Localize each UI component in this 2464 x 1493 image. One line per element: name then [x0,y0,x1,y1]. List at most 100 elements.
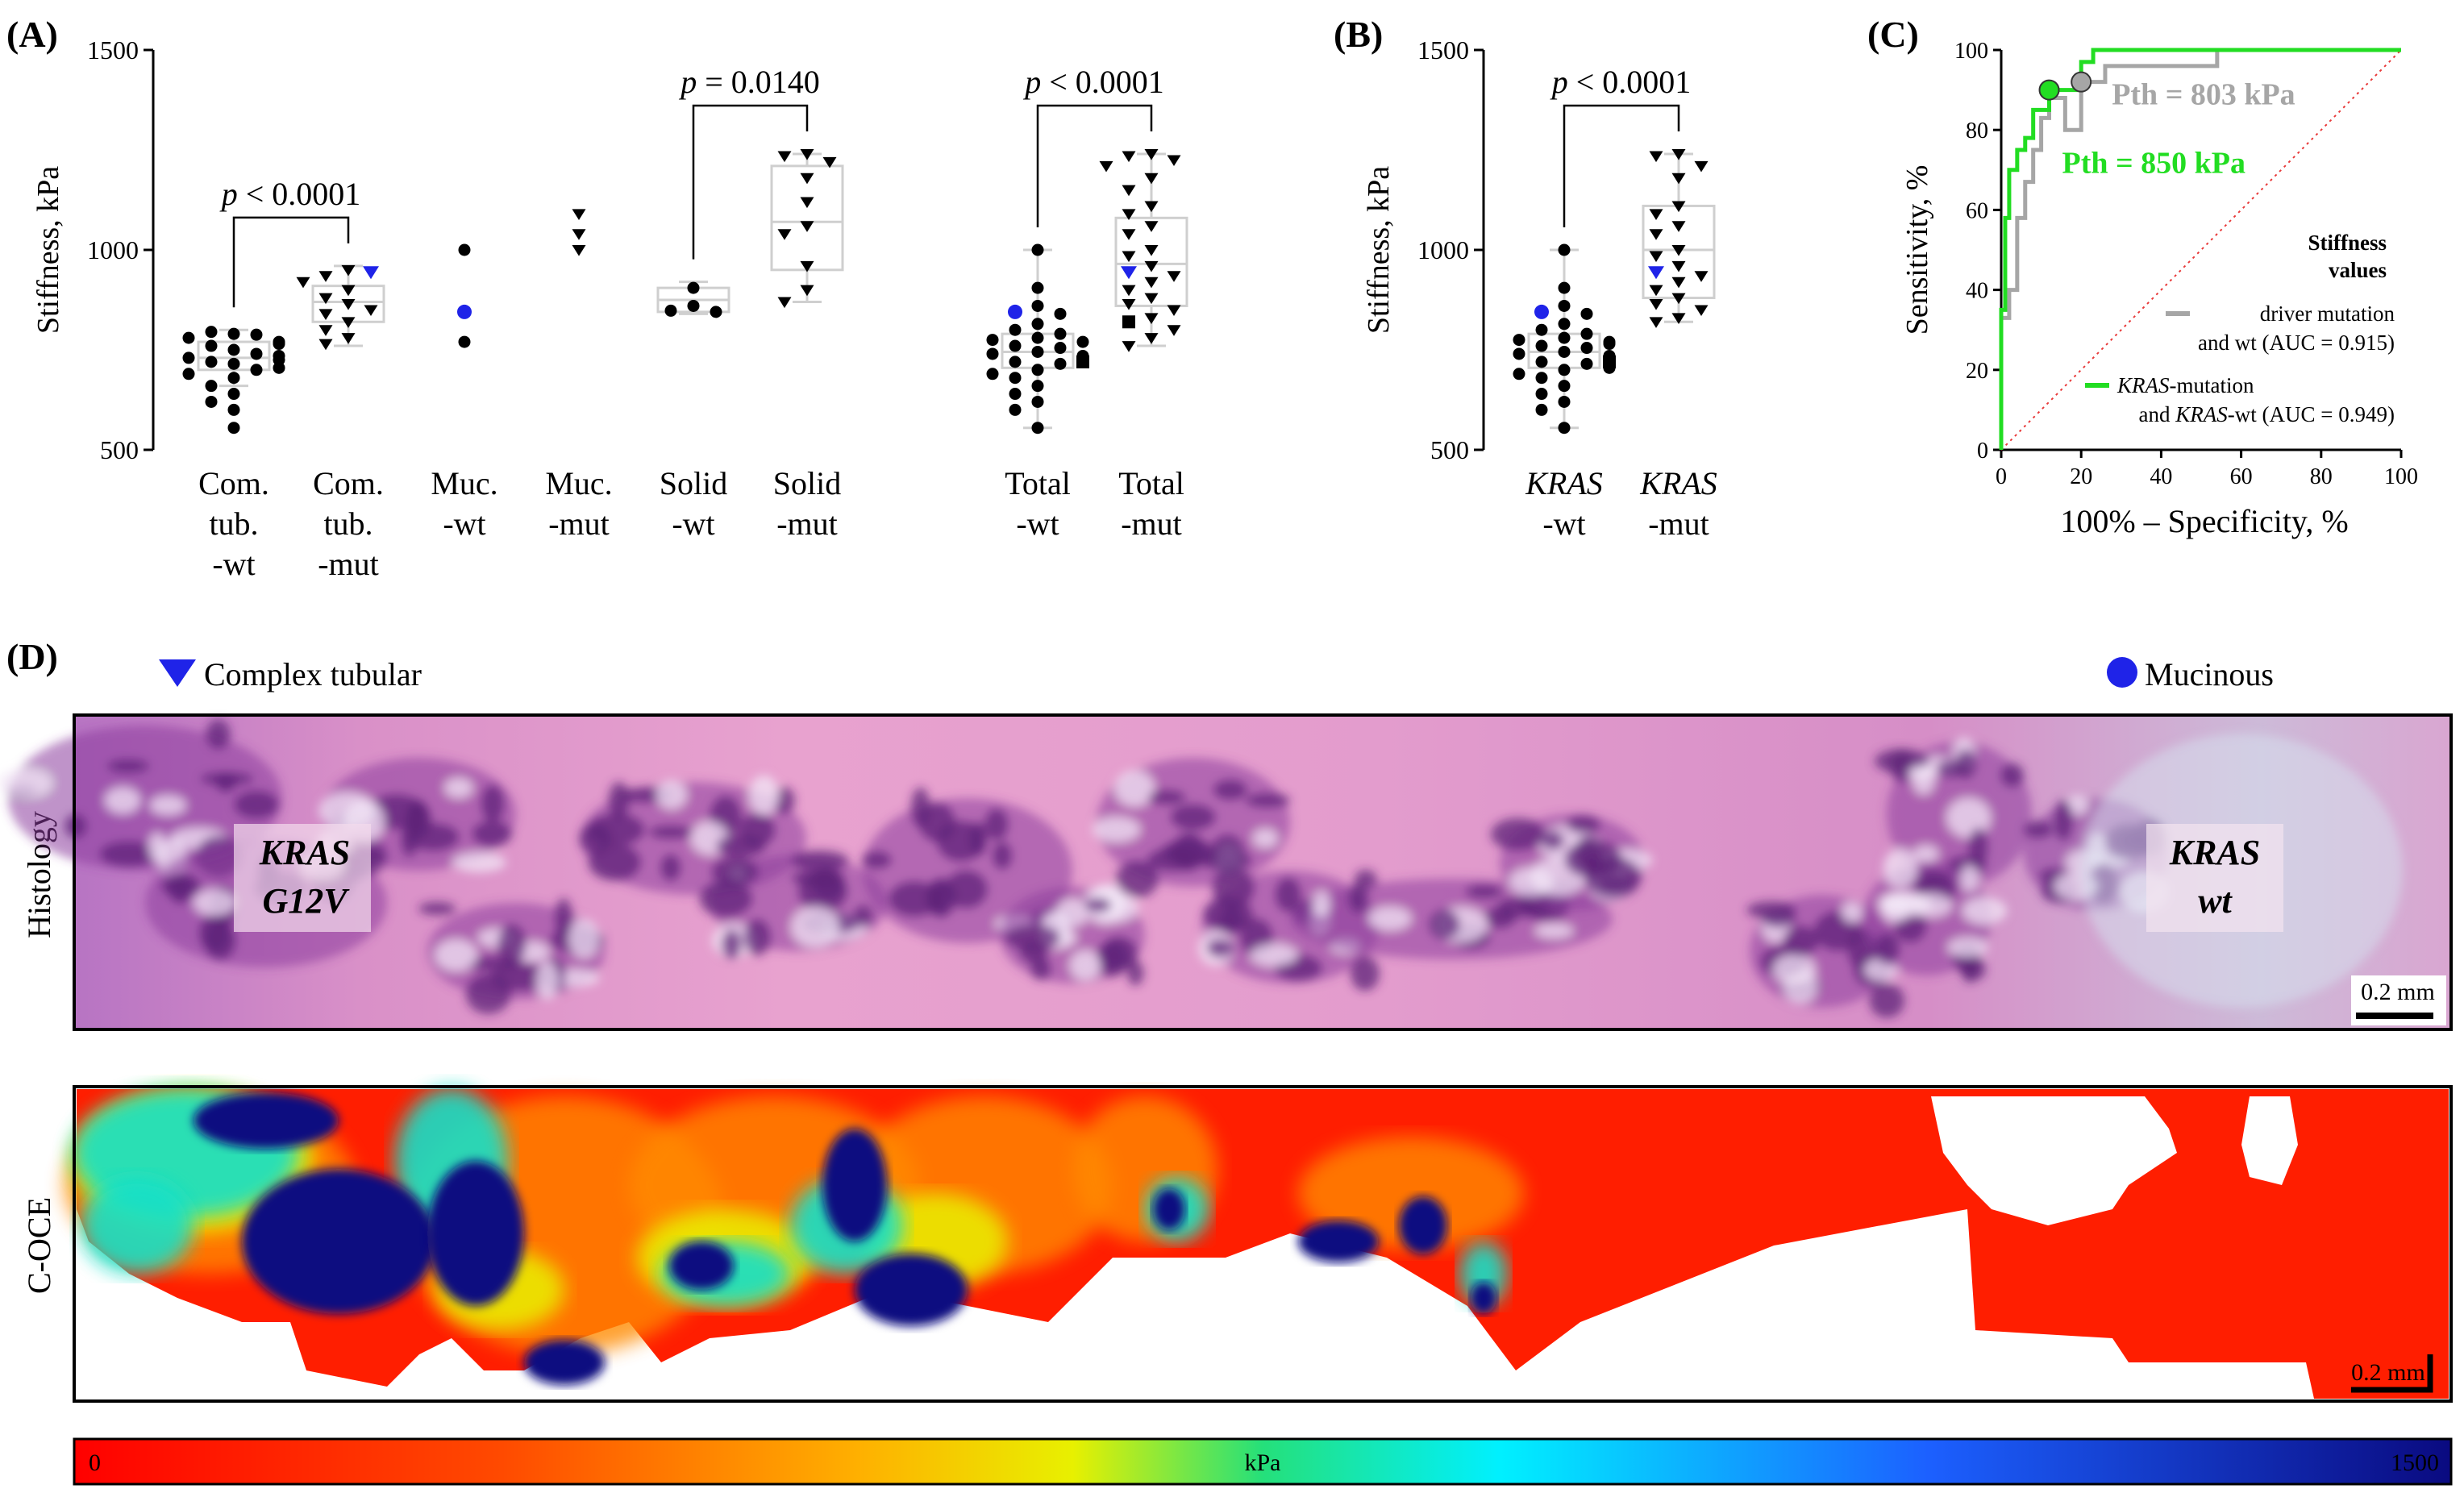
data-point [1671,277,1686,289]
panel-label-c: (C) [1867,14,1919,55]
p-value-label: p = 0.0140 [678,64,820,100]
tissue-cell [194,889,236,916]
data-point [1122,285,1136,297]
tissue-cell [199,913,230,952]
x-group-label: -wt [212,546,255,582]
tissue-cell [104,787,141,814]
tissue-cell [1313,891,1330,917]
tissue-cell [1114,770,1155,807]
legend-complex-tubular: Complex tubular [204,656,422,692]
heat-blue [822,1129,887,1241]
data-point [227,403,240,416]
scalebar-1 [2356,1013,2433,1019]
tissue-cell [660,854,681,881]
data-point [986,368,999,381]
data-point [986,334,999,347]
bracket-line [1563,104,1680,227]
tissue-cell [1746,901,1796,919]
x-group-label: tub. [323,505,373,542]
data-point [1076,349,1089,362]
data-point [363,266,379,280]
tissue-cell [1219,908,1243,934]
tissue-cell [497,924,527,965]
heat-cyan [1459,1241,1508,1306]
tissue-cell [1147,790,1186,805]
tissue-cell [1351,956,1380,992]
data-point [273,349,285,362]
tissue-cell [1070,950,1101,981]
significance-bracket: p = 0.0140 [678,64,820,260]
data-point [1671,260,1686,272]
data-point [1009,356,1022,368]
roc-y-tick-label: 80 [1966,119,1988,143]
tissue-cell [711,857,759,886]
data-point [1009,323,1022,336]
data-point [1558,318,1571,331]
complex-tubular-triangle-icon [159,659,196,687]
tissue-cell [1162,839,1216,863]
tissue-cell [1030,957,1051,980]
heat-blue [1399,1196,1447,1254]
data-point [1144,333,1159,344]
data-point [1580,357,1593,370]
data-point [227,327,240,340]
data-point [1671,293,1686,305]
p-value-label: p < 0.0001 [1550,64,1692,100]
data-point [800,173,814,185]
tissue-cell [936,821,985,862]
data-point [1099,160,1113,173]
data-point [572,209,586,221]
tissue-cell [1913,845,1939,863]
tissue-cell [99,841,158,867]
tissue-cell [1937,759,1967,778]
kras-left-label-bg [234,824,371,932]
data-point [1031,422,1044,435]
data-point [1031,380,1044,393]
threshold-point [2071,71,2092,93]
tissue-cell [568,919,600,959]
tissue-cell [984,808,1009,841]
y-tick-label: 500 [100,435,139,464]
data-point [1167,305,1181,317]
tissue-cell [743,919,771,956]
x-group-label: Total [1005,465,1071,501]
data-point [318,309,333,321]
data-point [1558,422,1571,435]
data-point [1031,281,1044,294]
data-point [227,422,240,435]
tissue-cell [2000,763,2025,788]
data-point [1167,155,1181,167]
data-point [1649,209,1663,221]
heat-blue [855,1254,968,1326]
tissue-cell [791,906,840,948]
data-point [1513,368,1525,381]
data-point [572,229,586,240]
roc-y-tick-label: 100 [1954,39,1988,64]
tissue-cell [0,768,52,797]
x-group-label: Com. [198,465,269,501]
data-point [318,339,333,351]
tissue-cell [1491,817,1546,850]
bracket-line [692,104,809,260]
tissue-cell [472,821,512,846]
data-point [250,328,263,341]
tissue-cell [1947,937,1988,958]
data-point [1580,307,1593,320]
tissue-cell [2067,795,2089,815]
data-point [664,304,677,317]
y-tick-label: 1500 [87,35,139,64]
tissue-cell [861,850,892,869]
colorbar-max: 1500 [2391,1449,2439,1476]
x-group-label: Solid [773,465,841,501]
heat-blue [1298,1221,1379,1262]
tissue-cell [1212,867,1255,909]
scalebar-1-label: 0.2 mm [2361,979,2435,1005]
data-point [1122,315,1135,329]
tissue-cell [1429,909,1460,940]
data-point [1121,266,1137,280]
tissue-cell [536,961,559,1000]
data-point [318,271,333,282]
data-point [205,380,218,393]
data-point [1694,160,1709,173]
